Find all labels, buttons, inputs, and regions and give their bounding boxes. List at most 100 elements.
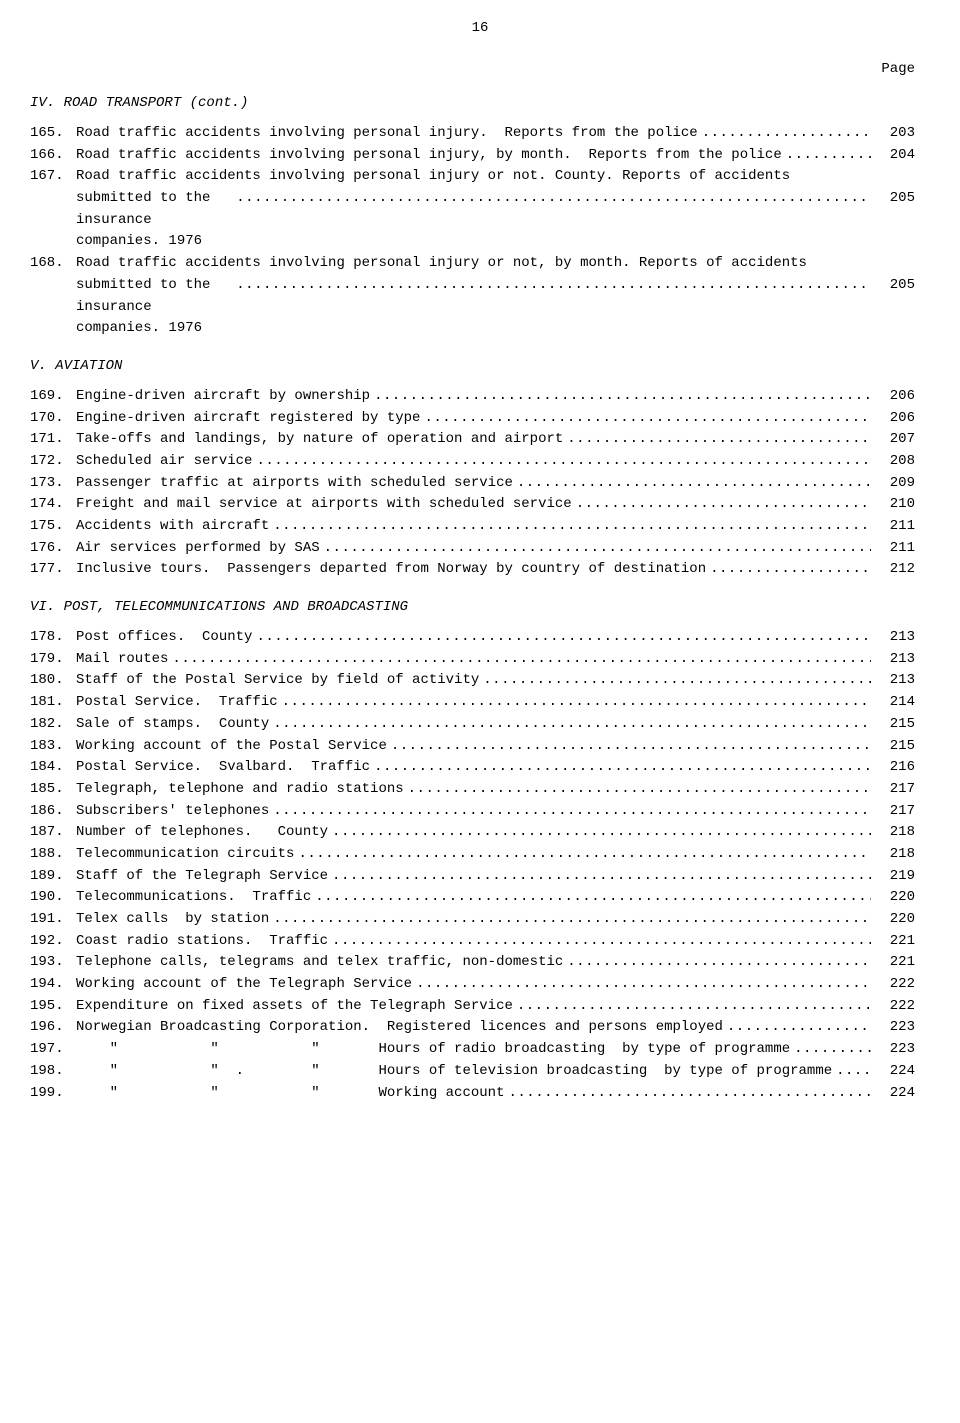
entry-page: 213 — [871, 670, 930, 692]
toc-entry: 193.Telephone calls, telegrams and telex… — [30, 952, 930, 974]
toc-entry: 184.Postal Service. Svalbard. Traffic216 — [30, 757, 930, 779]
leader-dots — [832, 1061, 871, 1083]
leader-dots — [278, 692, 871, 714]
leader-dots — [404, 779, 871, 801]
toc-entry: 198. " " . " Hours of television broadca… — [30, 1061, 930, 1083]
entry-page: 218 — [871, 844, 930, 866]
toc-entry: 178.Post offices. County213 — [30, 627, 930, 649]
entry-number: 171. — [30, 429, 76, 451]
entry-number: 194. — [30, 974, 76, 996]
entry-number: 172. — [30, 451, 76, 473]
entry-number: 184. — [30, 757, 76, 779]
entry-text: Inclusive tours. Passengers departed fro… — [76, 559, 706, 581]
entry-text: Sale of stamps. County — [76, 714, 269, 736]
leader-dots — [387, 736, 871, 758]
entry-text-continuation: submitted to the insurance companies. 19… — [76, 188, 232, 253]
entry-text-continuation: submitted to the insurance companies. 19… — [76, 275, 232, 340]
toc-entry: 186.Subscribers' telephones217 — [30, 801, 930, 823]
entry-page: 213 — [871, 649, 930, 671]
leader-dots — [706, 559, 871, 581]
leader-dots — [479, 670, 871, 692]
leader-dots — [232, 275, 871, 297]
entry-number: 190. — [30, 887, 76, 909]
entry-number: 173. — [30, 473, 76, 495]
leader-dots — [328, 866, 871, 888]
page-number: 16 — [30, 20, 930, 36]
entry-number: 189. — [30, 866, 76, 888]
entry-number: 180. — [30, 670, 76, 692]
entry-text: Coast radio stations. Traffic — [76, 931, 328, 953]
entry-page: 217 — [871, 801, 930, 823]
toc-entry: 169.Engine-driven aircraft by ownership2… — [30, 386, 930, 408]
toc-entry: 181.Postal Service. Traffic214 — [30, 692, 930, 714]
entry-text: Post offices. County — [76, 627, 252, 649]
toc-entry: 172.Scheduled air service 208 — [30, 451, 930, 473]
entry-text: Subscribers' telephones — [76, 801, 269, 823]
entry-text: Freight and mail service at airports wit… — [76, 494, 572, 516]
entry-text: Passenger traffic at airports with sched… — [76, 473, 513, 495]
toc-entry: 191.Telex calls by station220 — [30, 909, 930, 931]
toc-entry: 194.Working account of the Telegraph Ser… — [30, 974, 930, 996]
toc-entry: 177.Inclusive tours. Passengers departed… — [30, 559, 930, 581]
toc-entry: 192.Coast radio stations. Traffic221 — [30, 931, 930, 953]
entry-page: 212 — [871, 559, 930, 581]
leader-dots — [420, 408, 871, 430]
entry-number: 169. — [30, 386, 76, 408]
entry-page: 208 — [871, 451, 930, 473]
entry-text: Norwegian Broadcasting Corporation. Regi… — [76, 1017, 723, 1039]
entry-number: 193. — [30, 952, 76, 974]
entry-number: 179. — [30, 649, 76, 671]
entry-text: Accidents with aircraft — [76, 516, 269, 538]
entry-page: 213 — [871, 627, 930, 649]
entry-page: 221 — [871, 952, 930, 974]
entry-text: Engine-driven aircraft registered by typ… — [76, 408, 420, 430]
leader-dots — [782, 145, 871, 167]
toc-entry: 170.Engine-driven aircraft registered by… — [30, 408, 930, 430]
leader-dots — [563, 429, 871, 451]
toc-entry: 167.Road traffic accidents involving per… — [30, 166, 930, 188]
entry-page: 220 — [871, 909, 930, 931]
entry-page: 223 — [871, 1039, 930, 1061]
toc-entry-continuation: submitted to the insurance companies. 19… — [30, 188, 930, 253]
leader-dots — [294, 844, 871, 866]
section-heading: IV. ROAD TRANSPORT (cont.) — [30, 95, 930, 111]
toc-entry: 166.Road traffic accidents involving per… — [30, 145, 930, 167]
toc-entry: 197. " " " Hours of radio broadcasting b… — [30, 1039, 930, 1061]
toc-entry: 199. " " " Working account224 — [30, 1083, 930, 1105]
leader-dots — [269, 801, 871, 823]
entry-number: 181. — [30, 692, 76, 714]
entry-page: 211 — [871, 538, 930, 560]
entry-text: Expenditure on fixed assets of the Teleg… — [76, 996, 513, 1018]
toc-entry: 165.Road traffic accidents involving per… — [30, 123, 930, 145]
entry-text: Staff of the Postal Service by field of … — [76, 670, 479, 692]
entry-text: Postal Service. Traffic — [76, 692, 278, 714]
toc-entry-continuation: submitted to the insurance companies. 19… — [30, 275, 930, 340]
entry-page: 205 — [871, 188, 930, 210]
entry-number: 165. — [30, 123, 76, 145]
toc-entry: 174.Freight and mail service at airports… — [30, 494, 930, 516]
entry-page: 218 — [871, 822, 930, 844]
table-of-contents: IV. ROAD TRANSPORT (cont.) 165.Road traff… — [30, 95, 930, 1104]
leader-dots — [790, 1039, 871, 1061]
leader-dots — [412, 974, 871, 996]
leader-dots — [370, 386, 871, 408]
toc-entry: 196.Norwegian Broadcasting Corporation. … — [30, 1017, 930, 1039]
toc-entry: 185.Telegraph, telephone and radio stati… — [30, 779, 930, 801]
entry-page: 224 — [871, 1061, 930, 1083]
toc-entry: 176.Air services performed by SAS211 — [30, 538, 930, 560]
toc-entry: 187.Number of telephones. County218 — [30, 822, 930, 844]
entry-page: 204 — [871, 145, 930, 167]
entry-text: Working account of the Postal Service — [76, 736, 387, 758]
entry-text: Scheduled air service — [76, 451, 252, 473]
leader-dots — [252, 451, 871, 473]
leader-dots — [328, 822, 871, 844]
entry-page: 215 — [871, 714, 930, 736]
entry-page: 207 — [871, 429, 930, 451]
leader-dots — [269, 714, 871, 736]
entry-text: Telegraph, telephone and radio stations — [76, 779, 404, 801]
toc-entry: 188.Telecommunication circuits218 — [30, 844, 930, 866]
entry-number: 177. — [30, 559, 76, 581]
entry-page: 209 — [871, 473, 930, 495]
leader-dots — [563, 952, 871, 974]
entry-page: 217 — [871, 779, 930, 801]
